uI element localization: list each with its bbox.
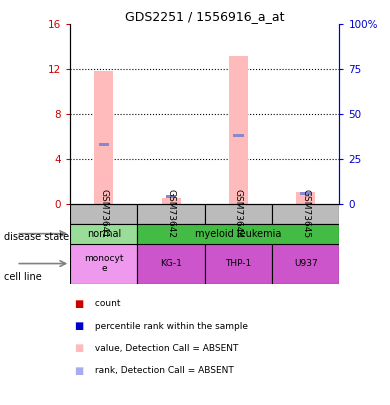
Text: cell line: cell line [4, 273, 42, 282]
Text: monocyt
e: monocyt e [84, 254, 124, 273]
Text: count: count [92, 299, 120, 308]
Bar [272, 204, 339, 224]
Text: myeloid leukemia: myeloid leukemia [195, 229, 282, 239]
Text: normal: normal [87, 229, 121, 239]
Text: GSM73645: GSM73645 [301, 189, 310, 238]
Text: value, Detection Call = ABSENT: value, Detection Call = ABSENT [92, 344, 238, 353]
Bar [137, 204, 205, 224]
Bar [233, 134, 244, 137]
Text: ■: ■ [74, 299, 83, 309]
Text: GSM73644: GSM73644 [234, 189, 243, 238]
Bar [296, 192, 315, 204]
Bar [70, 244, 138, 284]
Bar [162, 198, 181, 204]
Bar [300, 192, 311, 195]
Bar [94, 71, 113, 204]
Text: ■: ■ [74, 321, 83, 331]
Title: GDS2251 / 1556916_a_at: GDS2251 / 1556916_a_at [125, 10, 284, 23]
Bar [137, 224, 339, 244]
Text: rank, Detection Call = ABSENT: rank, Detection Call = ABSENT [92, 366, 233, 375]
Bar [99, 143, 109, 146]
Bar [272, 244, 339, 284]
Text: percentile rank within the sample: percentile rank within the sample [92, 322, 248, 330]
Text: KG-1: KG-1 [160, 259, 182, 268]
Text: THP-1: THP-1 [225, 259, 252, 268]
Bar [70, 204, 138, 224]
Text: disease state: disease state [4, 232, 69, 242]
Bar [205, 204, 272, 224]
Text: GSM73641: GSM73641 [99, 189, 108, 238]
Bar [205, 244, 272, 284]
Bar [229, 56, 248, 204]
Text: ■: ■ [74, 366, 83, 375]
Text: ■: ■ [74, 343, 83, 353]
Text: GSM73642: GSM73642 [167, 189, 176, 238]
Bar [70, 224, 138, 244]
Text: U937: U937 [294, 259, 317, 268]
Bar [166, 195, 176, 198]
Bar [137, 244, 205, 284]
